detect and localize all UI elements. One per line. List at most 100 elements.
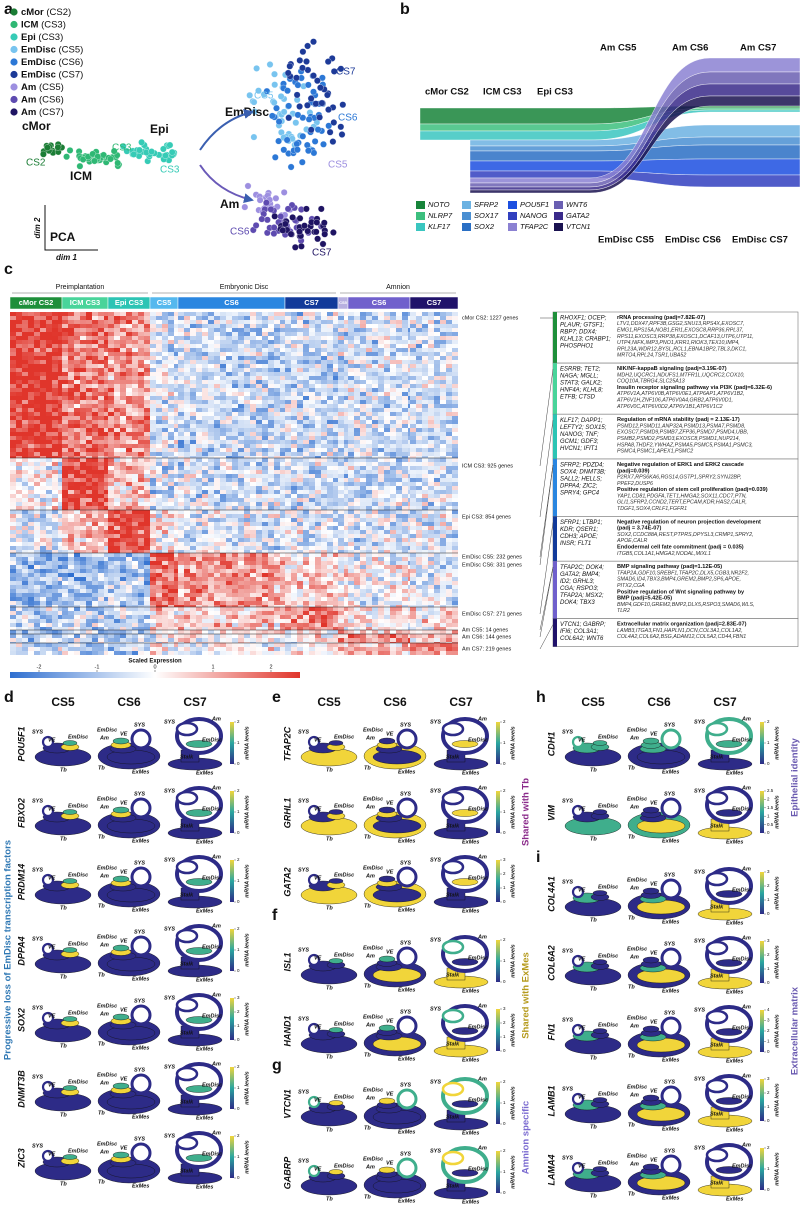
heatmap-cell xyxy=(238,404,244,408)
heatmap-cell xyxy=(232,440,238,444)
heatmap-cell xyxy=(62,388,68,392)
heatmap-cell xyxy=(46,498,52,502)
heatmap-cell xyxy=(150,352,156,356)
heatmap-cell xyxy=(92,530,98,534)
heatmap-cell xyxy=(196,494,202,498)
heatmap-cell xyxy=(321,328,327,332)
heatmap-cell xyxy=(446,392,452,396)
heatmap-cell xyxy=(52,384,58,388)
heatmap-cell xyxy=(138,518,144,522)
heatmap-cell xyxy=(52,348,58,352)
heatmap-cell xyxy=(74,478,80,482)
heatmap-cell xyxy=(98,436,104,440)
heatmap-cell xyxy=(80,478,86,482)
heatmap-cell xyxy=(422,514,428,518)
heatmap-cell xyxy=(333,462,338,466)
heatmap-cell xyxy=(268,428,274,432)
heatmap-cell xyxy=(338,534,344,538)
heatmap-cell xyxy=(86,440,92,444)
heatmap-cell xyxy=(285,514,291,518)
heatmap-cell xyxy=(208,526,214,530)
heatmap-cell xyxy=(280,514,285,518)
heatmap-cell xyxy=(321,388,327,392)
heatmap-cell xyxy=(10,352,16,356)
heatmap-cell xyxy=(52,356,58,360)
legend-name: EmDisc xyxy=(21,44,56,55)
heatmap-cell xyxy=(291,332,297,336)
heatmap-cell xyxy=(10,332,16,336)
heatmap-cell xyxy=(360,506,366,510)
heatmap-cell xyxy=(214,462,220,466)
heatmap-cell xyxy=(46,458,52,462)
heatmap-cell xyxy=(46,432,52,436)
heatmap-cell xyxy=(309,424,315,428)
heatmap-cell xyxy=(422,432,428,436)
pca-point xyxy=(277,213,285,220)
heatmap-cell xyxy=(226,384,232,388)
heatmap-cell xyxy=(372,510,378,514)
heatmap-cell xyxy=(220,332,226,336)
heatmap-cell xyxy=(434,502,440,506)
heatmap-cell xyxy=(120,498,126,502)
heatmap-cell xyxy=(366,514,372,518)
heatmap-cell xyxy=(46,392,52,396)
heatmap-cell xyxy=(108,498,114,502)
heatmap-cell xyxy=(156,356,162,360)
heatmap-cell xyxy=(262,482,268,486)
heatmap-cell xyxy=(126,328,132,332)
heatmap-cell xyxy=(274,522,280,526)
heatmap-cell xyxy=(104,470,108,474)
heatmap-cell xyxy=(108,388,114,392)
heatmap-cell xyxy=(220,462,226,466)
heatmap-cell xyxy=(402,538,408,542)
heatmap-cell xyxy=(428,486,434,490)
heatmap-cell xyxy=(390,368,396,372)
heatmap-cell xyxy=(384,440,390,444)
heatmap-cell xyxy=(244,364,250,368)
heatmap-cell xyxy=(256,408,262,412)
heatmap-cell xyxy=(309,506,315,510)
heatmap-cell xyxy=(92,452,98,456)
heatmap-cell xyxy=(446,352,452,356)
heatmap-cell xyxy=(422,506,428,510)
heatmap-cell xyxy=(285,356,291,360)
heatmap-cell xyxy=(262,332,268,336)
legend-label: SOX2 xyxy=(474,222,495,231)
heatmap-cell xyxy=(268,368,274,372)
heatmap-cell xyxy=(58,534,62,538)
heatmap-cell xyxy=(333,400,338,404)
heatmap-cell xyxy=(104,452,108,456)
heatmap-cell xyxy=(390,522,396,526)
heatmap-cell xyxy=(396,498,402,502)
heatmap-cell xyxy=(402,400,408,404)
heatmap-cell xyxy=(354,462,360,466)
heatmap-cell xyxy=(108,502,114,506)
heatmap-cell xyxy=(174,510,178,514)
pca-point xyxy=(292,119,300,127)
heatmap-cell xyxy=(232,462,238,466)
heatmap-cell xyxy=(74,456,80,458)
heatmap-cell xyxy=(114,542,120,546)
pca-point xyxy=(130,151,138,158)
heatmap-cell xyxy=(92,352,98,356)
heatmap-cell xyxy=(274,530,280,534)
legend-swatch xyxy=(10,58,18,66)
heatmap-cell xyxy=(62,456,68,458)
heatmap-cell xyxy=(440,526,446,530)
heatmap-cell xyxy=(428,336,434,340)
heatmap-cell xyxy=(452,364,458,368)
heatmap-cell xyxy=(46,538,52,542)
heatmap-cell xyxy=(108,332,114,336)
heatmap-cell xyxy=(144,328,150,332)
heatmap-cell xyxy=(338,384,344,388)
heatmap-cell xyxy=(202,502,208,506)
heatmap-cell xyxy=(333,368,338,372)
heatmap-cell xyxy=(408,502,410,506)
heatmap-cell xyxy=(156,462,162,466)
heatmap-cell xyxy=(190,510,196,514)
heatmap-cell xyxy=(52,514,58,518)
heatmap-cell xyxy=(34,542,40,546)
heatmap-cell xyxy=(52,452,58,456)
heatmap-cell xyxy=(244,428,250,432)
heatmap-cell xyxy=(174,324,178,328)
